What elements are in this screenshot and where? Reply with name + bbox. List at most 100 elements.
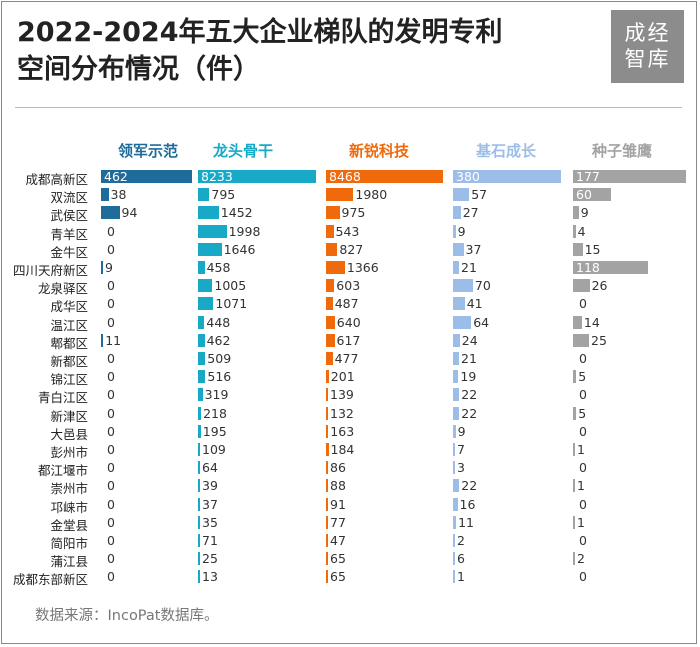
data-label: 86: [330, 460, 346, 476]
data-label: 1005: [214, 278, 247, 294]
data-label: 19: [460, 369, 477, 385]
data-label: 795: [211, 187, 236, 203]
data-bar: [198, 515, 200, 529]
data-label: 1071: [215, 296, 248, 312]
data-label: 0: [579, 387, 587, 403]
data-bar: [573, 279, 590, 293]
data-bar: [198, 388, 203, 402]
data-bar: [453, 424, 456, 438]
data-bar: [573, 515, 575, 529]
data-bar: [198, 170, 316, 183]
data-label: 0: [107, 569, 115, 585]
data-bar: [198, 370, 206, 384]
data-bar: [573, 406, 577, 420]
data-label: 21: [461, 260, 477, 275]
data-label: 1: [577, 478, 585, 494]
data-bar: [453, 315, 472, 329]
data-label: 9: [580, 205, 589, 221]
data-label: 477: [334, 351, 359, 366]
data-bar: [326, 370, 329, 384]
data-label: 0: [107, 296, 115, 312]
data-label: 0: [107, 314, 115, 330]
data-bar: [573, 224, 576, 238]
data-label: 41: [466, 296, 483, 312]
data-label: 1646: [223, 241, 256, 257]
data-bar: [326, 424, 329, 438]
data-bar: [326, 479, 328, 493]
data-bar: [326, 279, 335, 293]
data-bar: [198, 261, 205, 274]
data-bar: [573, 170, 686, 183]
data-label: 0: [107, 533, 115, 548]
data-bar: [573, 479, 575, 493]
data-bar: [198, 242, 222, 256]
series-header: 领军示范: [117, 142, 178, 160]
data-bar: [453, 461, 455, 475]
data-label: 35: [202, 514, 218, 530]
data-bar: [326, 170, 443, 183]
title-divider: [15, 107, 682, 108]
data-label: 458: [206, 260, 231, 275]
data-label: 38: [110, 187, 127, 203]
data-label: 39: [202, 478, 218, 494]
data-bar: [326, 261, 345, 274]
data-bar: [453, 406, 460, 420]
data-bar: [326, 515, 328, 529]
data-label: 0: [107, 460, 115, 476]
data-bar: [573, 370, 577, 384]
category-label: 郫都区: [50, 335, 88, 351]
data-label: 25: [202, 551, 218, 567]
data-bar: [573, 315, 582, 329]
data-label: 0: [107, 387, 115, 403]
data-label: 0: [107, 369, 115, 385]
data-label: 9: [457, 223, 466, 239]
data-label: 0: [107, 423, 115, 439]
data-bar: [326, 443, 329, 456]
data-label: 47: [330, 533, 346, 548]
data-label: 22: [461, 478, 478, 494]
data-bar: [453, 534, 455, 547]
series-header: 龙头骨干: [212, 142, 273, 160]
data-label: 380: [456, 169, 480, 184]
data-label: 0: [107, 442, 115, 457]
data-label: 0: [107, 478, 115, 494]
data-label: 319: [204, 387, 229, 403]
data-bar: [453, 515, 457, 529]
data-label: 16: [459, 496, 476, 512]
category-label: 蒲江县: [50, 554, 88, 570]
data-label: 1: [457, 569, 465, 585]
data-label: 827: [339, 241, 364, 257]
data-label: 8233: [201, 169, 233, 184]
data-label: 2: [457, 533, 465, 548]
data-label: 195: [202, 423, 227, 439]
logo: 成经 智库: [611, 10, 684, 83]
data-bar: [198, 552, 200, 566]
data-label: 640: [336, 314, 361, 330]
data-label: 22: [461, 405, 478, 421]
data-label: 118: [576, 260, 600, 275]
data-bar: [453, 206, 461, 220]
data-bar: [453, 224, 456, 238]
data-label: 0: [107, 278, 115, 294]
data-label: 603: [336, 278, 361, 294]
data-bar: [453, 443, 455, 456]
category-label: 四川天府新区: [12, 263, 88, 278]
data-label: 0: [579, 496, 587, 512]
data-label: 617: [336, 332, 361, 348]
data-label: 27: [462, 205, 479, 221]
chart-title-line2: 空间分布情况（件）: [17, 54, 260, 85]
data-bar: [326, 497, 328, 511]
data-label: 91: [330, 496, 346, 512]
data-bar: [198, 279, 213, 293]
data-bar: [101, 333, 104, 347]
data-label: 3: [457, 460, 465, 476]
data-label: 487: [334, 296, 359, 312]
data-label: 88: [330, 478, 346, 494]
data-label: 15: [584, 241, 601, 257]
data-label: 5: [578, 369, 587, 385]
data-label: 163: [330, 423, 355, 439]
category-label: 金堂县: [50, 517, 88, 533]
data-bar: [326, 352, 333, 365]
data-label: 132: [330, 405, 354, 421]
category-label: 新津区: [50, 408, 88, 424]
